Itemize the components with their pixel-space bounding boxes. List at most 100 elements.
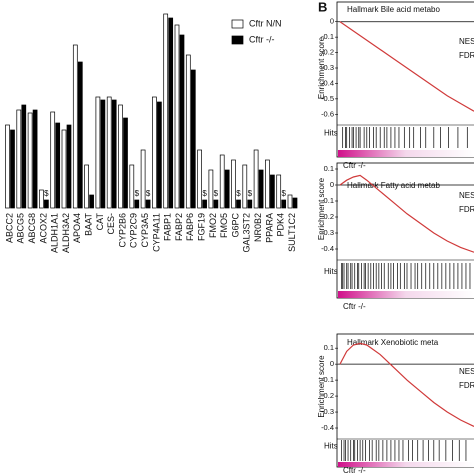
bar (247, 199, 253, 209)
x-tick-label: ACOX2 (38, 213, 48, 244)
y-tick-label: -0.1 (321, 375, 334, 384)
x-tick-label: PPARA (264, 213, 274, 243)
bar (111, 99, 117, 209)
x-tick-label: ALDH1A1 (50, 213, 60, 253)
x-tick-label: APOA4 (72, 213, 82, 243)
bar (152, 96, 157, 209)
bar (66, 124, 72, 209)
legend-swatch (231, 19, 244, 29)
bar (224, 169, 230, 209)
y-tick-label: -0.5 (321, 94, 334, 103)
bar (253, 149, 259, 209)
bar (72, 44, 78, 209)
y-tick-label: -0.3 (321, 228, 334, 237)
phenotype-label: Cftr -/- (343, 302, 366, 311)
bar (157, 101, 162, 209)
x-tick-label: ABCC2 (4, 213, 14, 243)
legend-label: Cftr N/N (249, 18, 282, 28)
bar (270, 174, 275, 209)
stat-label: FDR (459, 51, 474, 60)
bar (208, 169, 214, 209)
bar (281, 199, 287, 209)
y-tick-label: -0.2 (321, 48, 334, 57)
hits-label: Hits (324, 442, 338, 451)
plot-frame (336, 1, 474, 158)
annotation: $ (44, 189, 49, 198)
bar (89, 194, 94, 209)
panel-label: B (318, 0, 327, 14)
y-tick-label: 0.1 (324, 164, 334, 173)
y-tick-label: -0.1 (321, 32, 334, 41)
x-tick-label: CES- (106, 213, 116, 235)
y-tick-label: 0 (330, 359, 334, 368)
bar (219, 154, 225, 209)
bar (95, 96, 101, 209)
x-tick-label: CAT (95, 213, 105, 231)
y-tick-label: -0.3 (321, 407, 334, 416)
x-tick-label: G6PC (230, 213, 240, 238)
bar (118, 104, 123, 209)
bar (55, 122, 61, 209)
x-tick-label: FABP6 (185, 213, 195, 241)
x-tick-label: ABCG8 (27, 213, 37, 244)
legend-swatch (231, 35, 244, 45)
bar (84, 164, 89, 209)
x-tick-label: ABCG5 (16, 213, 26, 244)
bar (129, 164, 135, 209)
bar (287, 194, 293, 209)
bar (10, 129, 15, 209)
x-tick-label: CYP2B6 (117, 213, 127, 248)
phenotype-label: Cftr -/- (343, 466, 366, 474)
bar (231, 159, 236, 209)
bar (197, 149, 202, 209)
x-tick-label: CYP2C9 (129, 213, 139, 248)
bar (16, 109, 22, 209)
bar (292, 197, 298, 209)
x-tick-label: ALDH3A2 (61, 213, 71, 253)
x-tick-label: CYP3A5 (140, 213, 150, 248)
bar (242, 164, 248, 209)
enrichment-curve (339, 174, 474, 253)
x-tick-label: NR0B2 (253, 213, 263, 242)
y-tick-label: -0.6 (321, 109, 334, 118)
hits-label: Hits (324, 267, 338, 276)
bar (185, 54, 191, 209)
annotation: $ (214, 189, 219, 198)
y-axis-label: Enrichment score (317, 177, 326, 240)
stat-label: FDR (459, 205, 474, 214)
y-tick-label: -0.2 (321, 212, 334, 221)
bar (174, 24, 180, 209)
phenotype-label: Cftr -/- (343, 161, 366, 170)
x-tick-label: FMO5 (219, 213, 229, 238)
x-tick-label: FABP2 (174, 213, 184, 241)
y-tick-label: -0.4 (321, 423, 334, 432)
bar (77, 61, 83, 209)
bar (163, 13, 169, 209)
bar (236, 199, 241, 209)
bar (258, 169, 264, 209)
x-tick-label: FABP1 (163, 213, 173, 241)
bar (276, 174, 282, 209)
enrichment-curve (339, 21, 474, 112)
bar (265, 159, 270, 209)
annotation: $ (248, 189, 253, 198)
legend-label: Cftr -/- (249, 34, 275, 44)
bar (61, 129, 67, 209)
y-tick-label: 0 (330, 180, 334, 189)
bar (168, 17, 174, 209)
y-tick-label: -0.1 (321, 196, 334, 205)
y-axis-label: Enrichment score (317, 355, 326, 418)
phenotype-bar (338, 150, 474, 157)
bar (134, 199, 140, 209)
bar (190, 69, 196, 209)
x-tick-label: FMO2 (208, 213, 218, 238)
annotation: $ (202, 189, 207, 198)
annotation: $ (146, 189, 151, 198)
bar (202, 199, 207, 209)
stat-label: NES (459, 37, 474, 46)
bar (44, 199, 49, 209)
x-tick-label: SULT1C2 (287, 213, 297, 252)
stat-label: NES (459, 191, 474, 200)
stat-label: NES (459, 367, 474, 376)
phenotype-bar (338, 291, 474, 298)
